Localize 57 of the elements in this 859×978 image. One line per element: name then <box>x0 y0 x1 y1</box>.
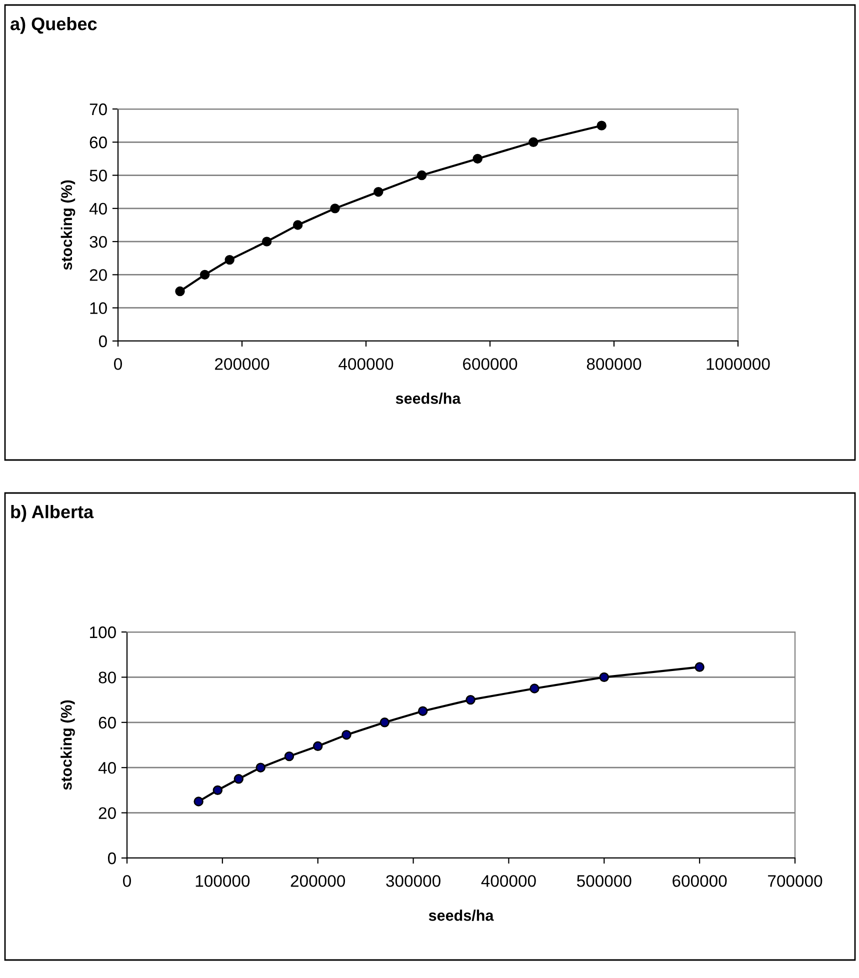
point <box>212 785 223 796</box>
y-tick-label: 30 <box>90 236 107 248</box>
x-tick-label: 400000 <box>338 358 394 370</box>
x-tick-label: 1000000 <box>706 358 770 370</box>
chart-title: b) Alberta <box>11 505 94 522</box>
point <box>694 662 704 672</box>
point <box>175 286 185 296</box>
x-tick-label: 400000 <box>481 875 536 887</box>
y-tick-label: 60 <box>90 136 107 148</box>
point <box>312 741 323 751</box>
point <box>330 204 340 214</box>
point <box>342 730 352 740</box>
y-tick-label: 0 <box>98 335 107 348</box>
x-tick-label: 600000 <box>672 875 727 887</box>
y-tick-label: 70 <box>90 103 107 116</box>
x-axis-title: seeds/ha <box>396 392 461 404</box>
y-tick-label: 20 <box>90 269 107 281</box>
point <box>292 220 303 230</box>
x-tick-label: 500000 <box>577 875 632 887</box>
point <box>472 154 482 164</box>
y-tick-label: 20 <box>98 807 116 820</box>
point <box>466 694 476 705</box>
point <box>596 120 606 130</box>
point <box>200 270 210 280</box>
x-tick-label: 600000 <box>463 358 518 370</box>
y-axis-title: stocking (%) <box>60 700 75 790</box>
x-tick-label: 300000 <box>386 875 440 887</box>
y-tick-label: 100 <box>90 626 116 638</box>
point <box>528 137 538 148</box>
y-tick-label: 10 <box>90 302 107 314</box>
y-tick-label: 0 <box>108 852 116 864</box>
point <box>256 762 266 772</box>
y-tick-label: 60 <box>98 716 116 729</box>
x-tick-label: 200000 <box>290 875 346 887</box>
point <box>374 186 384 197</box>
point <box>194 796 204 806</box>
point <box>530 684 540 694</box>
y-tick-label: 40 <box>98 762 116 774</box>
point <box>599 672 610 682</box>
point <box>284 751 294 762</box>
point <box>416 170 427 180</box>
x-tick-label: 800000 <box>586 358 642 370</box>
point <box>380 718 390 728</box>
y-axis-title: stocking (%) <box>60 180 76 270</box>
x-tick-label: 0 <box>123 875 131 887</box>
x-tick-label: 200000 <box>215 358 270 370</box>
point <box>418 706 428 716</box>
x-axis-title: seeds/ha <box>428 910 494 922</box>
x-tick-label: 100000 <box>196 875 250 887</box>
y-tick-label: 50 <box>90 170 107 182</box>
point <box>234 774 244 784</box>
y-tick-label: 40 <box>89 202 107 215</box>
chart-title: a) Quebec <box>10 17 97 34</box>
point <box>262 236 272 246</box>
point <box>224 254 234 265</box>
y-tick-label: 80 <box>98 672 116 684</box>
x-tick-label: 700000 <box>768 875 822 887</box>
